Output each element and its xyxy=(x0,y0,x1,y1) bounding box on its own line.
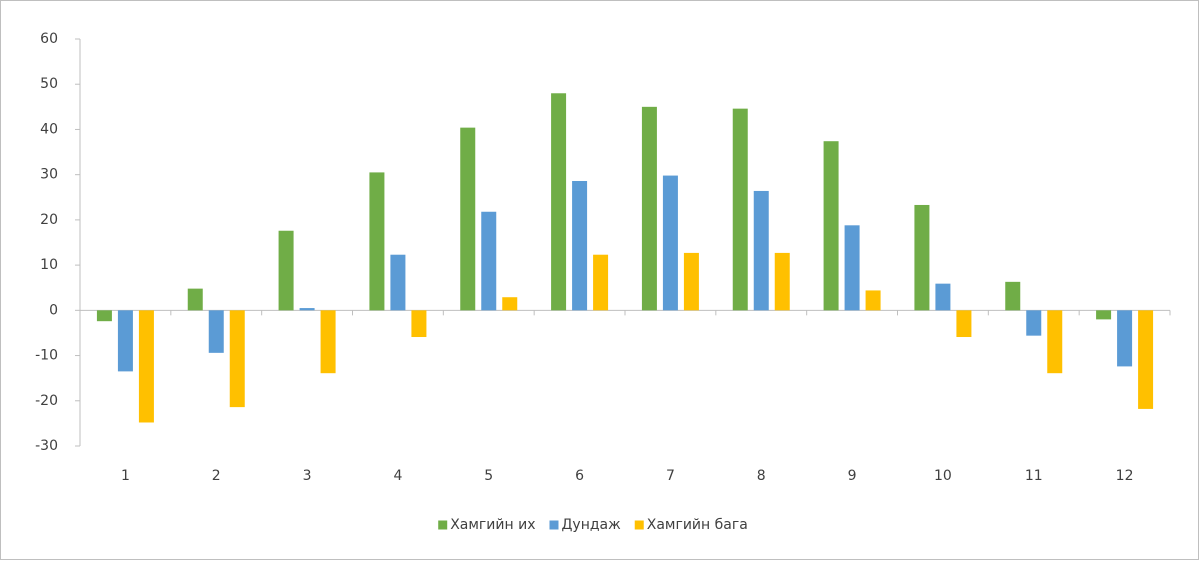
y-tick-label: 20 xyxy=(40,212,58,228)
bar xyxy=(1117,310,1133,367)
bar xyxy=(278,230,294,311)
bar xyxy=(593,254,609,311)
y-tick-label: 40 xyxy=(40,121,58,137)
bar xyxy=(753,190,769,311)
x-tick-label: 4 xyxy=(393,468,402,484)
bar xyxy=(935,283,951,311)
bar xyxy=(641,106,657,311)
bar xyxy=(299,308,315,311)
legend-label: Хамгийн их xyxy=(450,517,535,533)
bar xyxy=(369,172,385,311)
bar xyxy=(732,108,748,311)
x-tick-label: 6 xyxy=(575,468,584,484)
x-tick-label: 10 xyxy=(934,468,952,484)
bar xyxy=(914,204,930,311)
bar xyxy=(1138,310,1154,409)
x-tick-label: 11 xyxy=(1025,468,1043,484)
y-tick-label: 60 xyxy=(40,31,58,47)
bar xyxy=(481,211,497,311)
bar xyxy=(117,310,133,372)
y-tick-label: 0 xyxy=(49,302,58,318)
y-tick-label: -10 xyxy=(35,348,58,364)
bar xyxy=(1047,310,1063,374)
bar xyxy=(208,310,224,353)
x-tick-label: 12 xyxy=(1116,468,1134,484)
bar xyxy=(865,290,881,311)
bar xyxy=(1005,281,1021,311)
x-tick-label: 8 xyxy=(757,468,766,484)
bar xyxy=(774,252,790,311)
bar xyxy=(956,310,972,338)
x-tick-label: 5 xyxy=(484,468,493,484)
bar xyxy=(844,225,860,311)
legend-label: Хамгийн бага xyxy=(647,517,748,533)
bar xyxy=(390,254,406,311)
bar xyxy=(229,310,245,408)
bar xyxy=(1026,310,1042,336)
bar xyxy=(551,93,567,311)
bar xyxy=(187,288,203,311)
bar xyxy=(823,141,839,311)
x-tick-label: 7 xyxy=(666,468,675,484)
bar xyxy=(662,175,678,311)
bar xyxy=(320,310,336,374)
y-tick-label: 10 xyxy=(40,257,58,273)
x-tick-label: 3 xyxy=(303,468,312,484)
bar xyxy=(411,310,427,338)
legend-swatch xyxy=(634,520,644,530)
legend-label: Дундаж xyxy=(561,517,621,533)
legend-swatch xyxy=(549,520,559,530)
bar xyxy=(572,180,588,311)
y-tick-label: -20 xyxy=(35,393,58,409)
bar xyxy=(138,310,154,423)
y-tick-label: 50 xyxy=(40,76,58,92)
legend-swatch xyxy=(438,520,448,530)
bar xyxy=(502,297,518,311)
bar xyxy=(683,252,699,311)
y-tick-label: -30 xyxy=(35,438,58,454)
bar xyxy=(1096,310,1112,320)
bar xyxy=(460,127,476,311)
y-tick-label: 30 xyxy=(40,167,58,183)
x-tick-label: 2 xyxy=(212,468,221,484)
bar xyxy=(96,310,112,322)
x-tick-label: 1 xyxy=(121,468,130,484)
x-tick-label: 9 xyxy=(848,468,857,484)
